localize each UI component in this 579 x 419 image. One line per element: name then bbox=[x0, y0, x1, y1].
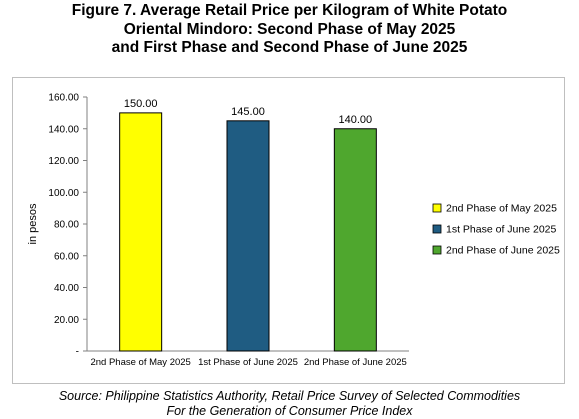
x-tick-label: 1st Phase of June 2025 bbox=[198, 357, 298, 368]
legend-swatch bbox=[432, 203, 442, 213]
x-tick-label: 2nd Phase of June 2025 bbox=[304, 357, 407, 368]
y-tick-label: 140.00 bbox=[48, 124, 79, 135]
bar bbox=[119, 112, 163, 352]
y-tick-label: 100.00 bbox=[48, 188, 79, 199]
source-note: Source: Philippine Statistics Authority,… bbox=[0, 389, 579, 418]
bar bbox=[333, 128, 377, 352]
data-label: 140.00 bbox=[339, 114, 373, 126]
data-label: 150.00 bbox=[124, 98, 158, 110]
y-tick-label: - bbox=[76, 347, 79, 358]
data-label: 145.00 bbox=[231, 106, 265, 118]
y-tick-label: 20.00 bbox=[54, 315, 79, 326]
legend-label: 2nd Phase of May 2025 bbox=[446, 203, 557, 215]
y-axis-title: in pesos bbox=[27, 203, 39, 244]
x-tick-label: 2nd Phase of May 2025 bbox=[90, 357, 190, 368]
legend-swatch bbox=[432, 224, 442, 234]
y-tick-label: 60.00 bbox=[54, 251, 79, 262]
y-tick-label: 80.00 bbox=[54, 220, 79, 231]
bar bbox=[226, 120, 270, 352]
chart-frame bbox=[12, 77, 565, 384]
chart-title: Figure 7. Average Retail Price per Kilog… bbox=[0, 2, 579, 58]
source-line-2: For the Generation of Consumer Price Ind… bbox=[166, 403, 413, 418]
y-tick-label: 120.00 bbox=[48, 156, 79, 167]
chart-title-line-2: Oriental Mindoro: Second Phase of May 20… bbox=[123, 20, 456, 38]
legend-label: 1st Phase of June 2025 bbox=[446, 224, 556, 236]
y-tick-label: 40.00 bbox=[54, 283, 79, 294]
chart-title-line-1: Figure 7. Average Retail Price per Kilog… bbox=[71, 2, 508, 19]
legend-swatch bbox=[432, 245, 442, 255]
legend-label: 2nd Phase of June 2025 bbox=[446, 245, 560, 257]
source-line-1: Source: Philippine Statistics Authority,… bbox=[58, 389, 521, 403]
chart-title-line-3: and First Phase and Second Phase of June… bbox=[111, 39, 468, 56]
y-tick-label: 160.00 bbox=[48, 93, 79, 104]
